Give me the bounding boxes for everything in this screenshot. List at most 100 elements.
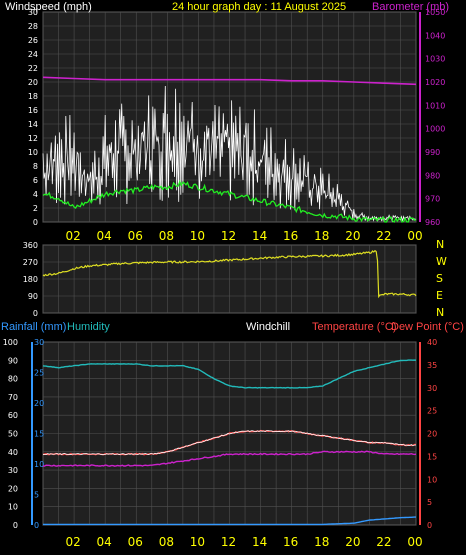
time-tick: 22 [376,535,391,549]
series-humidity [42,359,417,389]
rainfall-tick: 30 [34,338,44,347]
compass-label: N [436,238,444,251]
series-wind-average [42,179,417,223]
time-tick: 12 [221,535,236,549]
compass-label: S [436,272,443,285]
time-tick: 04 [97,535,112,549]
humidity-tick: 60 [8,411,18,420]
barometer-tick: 1050 [425,8,445,17]
temperature-tick: 0 [427,521,432,530]
temperature-label: Temperature (°C) [312,321,396,333]
barometer-tick: 960 [425,218,440,227]
time-tick: 22 [376,229,391,243]
windspeed-tick: 26 [28,36,38,45]
humidity-tick: 0 [13,521,18,530]
barometer-tick: 1010 [425,101,445,110]
barometer-tick: 1000 [425,125,445,134]
direction-grid [42,244,417,314]
series-temperature [42,429,417,456]
barometer-tick: 1030 [425,55,445,64]
windspeed-tick: 14 [28,120,38,129]
windspeed-label: Windspeed (mph) [5,1,92,13]
windspeed-tick: 16 [28,106,38,115]
time-tick: 18 [314,535,329,549]
barometer-axis: 960 970 980 990 1000 1010 1020 1030 1040 1050 [419,8,445,227]
time-tick: 04 [97,229,112,243]
compass-label: N [436,306,444,319]
humidity-tick: 20 [8,484,18,493]
windspeed-tick: 24 [28,50,38,59]
barometer-tick: 980 [425,171,440,180]
direction-series [42,249,417,299]
compass-label: E [436,289,443,302]
page-title: 24 hour graph day : 11 August 2025 [172,1,346,13]
rainfall-axis: 0 5 10 15 20 25 30 [34,338,44,530]
time-tick: 14 [252,535,267,549]
direction-axis: 0 90 180 270 360 [23,241,38,318]
windspeed-tick: 22 [28,64,38,73]
series-windchill [42,430,417,456]
windspeed-tick: 6 [33,176,38,185]
direction-tick: 270 [23,258,38,267]
series-dew-point [42,450,417,467]
barometer-label: Barometer (mb) [372,1,449,13]
time-tick: 20 [345,229,360,243]
time-tick: 06 [128,229,143,243]
humidity-tick: 10 [8,503,18,512]
wind-time-axis: 02 04 06 08 10 12 14 16 18 20 22 00 [65,229,422,243]
time-tick: 14 [252,229,267,243]
time-tick: 16 [283,535,298,549]
windspeed-tick: 12 [28,134,38,143]
windspeed-tick: 8 [33,162,38,171]
humidity-tick: 90 [8,356,18,365]
wind-grid [42,11,417,223]
time-tick: 18 [314,229,329,243]
temperature-tick: 20 [427,430,437,439]
dewpoint-label: Dew Point (°C) [391,321,464,333]
time-tick: 08 [159,535,174,549]
rainfall-tick: 20 [34,399,44,408]
temperature-tick: 40 [427,338,437,347]
rainfall-label: Rainfall (mm) [1,321,66,333]
humidity-axis: 0 10 20 30 40 50 60 70 80 90 100 [3,338,18,530]
barometer-tick: 990 [425,148,440,157]
time-tick: 10 [190,229,205,243]
time-tick: 06 [128,535,143,549]
direction-tick: 360 [23,241,38,250]
temperature-tick: 15 [427,452,437,461]
windspeed-tick: 30 [28,8,38,17]
rainfall-tick: 10 [34,460,44,469]
windspeed-tick: 10 [28,148,38,157]
temperature-axis: 0 5 10 15 20 25 30 35 40 [427,338,437,530]
windspeed-tick: 4 [33,190,38,199]
temperature-tick: 5 [427,498,432,507]
temperature-tick: 10 [427,475,437,484]
time-tick: 12 [221,229,236,243]
time-tick: 08 [159,229,174,243]
direction-tick: 0 [33,309,38,318]
barometer-tick: 970 [425,195,440,204]
temperature-tick: 35 [427,361,437,370]
windchill-label: Windchill [246,321,290,333]
time-tick: 16 [283,229,298,243]
temp-grid [42,341,417,526]
rainfall-tick: 0 [34,521,39,530]
rainfall-tick: 25 [34,369,44,378]
humidity-tick: 40 [8,448,18,457]
series-wind-direction [42,249,417,299]
direction-tick: 90 [28,292,38,301]
windspeed-tick: 28 [28,22,38,31]
direction-tick: 180 [23,275,38,284]
series-barometer [42,76,417,86]
humidity-tick: 30 [8,466,18,475]
compass-label: W [436,255,447,268]
time-tick: 00 [407,535,422,549]
humidity-tick: 70 [8,393,18,402]
time-tick: 02 [65,535,80,549]
windspeed-tick: 20 [28,78,38,87]
rainfall-tick: 5 [34,491,39,500]
barometer-tick: 1020 [425,78,445,87]
